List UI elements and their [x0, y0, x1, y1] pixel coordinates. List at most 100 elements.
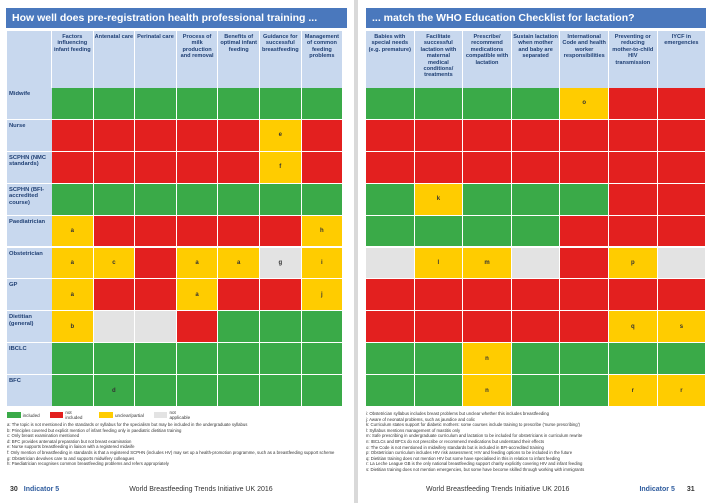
status-cell	[218, 183, 260, 216]
cell-note: a	[70, 228, 74, 235]
status-cell: c	[93, 247, 136, 280]
legend-swatch	[49, 412, 64, 418]
footnote: r: La Leche League GB is the only nation…	[366, 461, 583, 467]
status-cell	[657, 343, 707, 376]
status-cell	[657, 279, 707, 312]
status-cell: f	[260, 151, 302, 184]
status-cell	[560, 119, 609, 152]
status-cell: a	[218, 247, 260, 280]
cell-note: d	[112, 387, 116, 394]
row-label: Midwife	[7, 88, 52, 120]
cell-note: q	[630, 323, 635, 330]
status-cell	[560, 375, 609, 407]
status-cell	[609, 119, 658, 152]
status-cell	[260, 343, 302, 376]
status-cell	[657, 151, 707, 184]
status-cell	[657, 215, 707, 248]
status-cell: s	[657, 311, 707, 344]
legend: included not included unclear/partial not a…	[7, 410, 207, 420]
status-cell	[135, 88, 177, 120]
status-cell	[260, 183, 302, 216]
publication: World Breastfeeding Trends Initiative UK…	[129, 485, 273, 493]
status-cell	[463, 183, 512, 216]
status-cell: j	[301, 279, 344, 312]
status-cell	[260, 375, 302, 407]
status-cell: o	[560, 88, 609, 120]
status-cell	[301, 343, 344, 376]
section: Indicator 5	[639, 485, 675, 493]
status-cell: g	[260, 247, 302, 280]
status-cell	[414, 343, 464, 376]
status-cell	[301, 151, 344, 184]
cell-note: a	[195, 291, 199, 298]
footnote: j: Aware of neonatal problems, such as j…	[366, 416, 476, 422]
legend-label: included	[22, 412, 40, 418]
status-cell	[176, 343, 219, 376]
left-page: How well does pre-registration health pr…	[0, 0, 354, 503]
status-cell	[218, 375, 260, 407]
cell-note: c	[112, 259, 116, 266]
status-cell	[463, 311, 512, 344]
status-cell	[52, 88, 94, 120]
status-cell	[52, 183, 94, 216]
status-cell	[414, 119, 464, 152]
status-cell	[52, 343, 94, 376]
status-cell: n	[463, 375, 512, 407]
column-header: Antenatal care	[93, 31, 136, 88]
legend-label: unclear/partial	[114, 412, 144, 418]
status-cell	[366, 88, 415, 120]
status-cell	[93, 183, 136, 216]
status-cell: i	[301, 247, 344, 280]
status-cell: a	[52, 215, 94, 248]
status-cell	[560, 343, 609, 376]
status-cell	[218, 151, 260, 184]
column-header: Facilitate successful lactation with mat…	[414, 31, 464, 88]
status-cell	[511, 119, 561, 152]
status-cell	[135, 151, 177, 184]
status-cell	[176, 311, 219, 344]
status-cell	[366, 343, 415, 376]
cell-note: o	[582, 100, 587, 107]
status-cell	[511, 88, 561, 120]
status-cell	[463, 88, 512, 120]
status-cell	[176, 88, 219, 120]
status-cell	[301, 119, 344, 152]
footnote: c: Only breast examination mentioned	[7, 433, 80, 439]
status-cell	[52, 375, 94, 407]
status-cell	[260, 311, 302, 344]
column-header: Factors influencing infant feeding	[52, 31, 94, 88]
footer: World Breastfeeding Trends Initiative UK…	[366, 484, 704, 494]
status-cell: m	[463, 247, 512, 280]
status-cell	[366, 183, 415, 216]
status-cell	[93, 88, 136, 120]
status-cell	[135, 119, 177, 152]
column-header: International Code and health worker res…	[560, 31, 609, 88]
column-header: Guidance for successful breastfeeding	[260, 31, 302, 88]
legend-swatch	[99, 412, 113, 418]
row-label: GP	[7, 279, 52, 312]
footer: 30 Indicator 5 World Breastfeeding Trends …	[10, 484, 348, 494]
status-cell	[609, 88, 658, 120]
header-corner	[7, 31, 52, 88]
status-cell	[135, 215, 177, 248]
status-cell	[414, 151, 464, 184]
page-number: 30	[10, 485, 18, 493]
status-cell: a	[176, 247, 219, 280]
footnote: q: Dietitian training does not mention H…	[366, 455, 560, 461]
status-cell	[657, 183, 707, 216]
status-cell	[176, 119, 219, 152]
footnote: h: Paediatrician recognises common breas…	[7, 461, 169, 467]
footnote: g: Obstetrician devolves care to and sup…	[7, 455, 135, 461]
cell-note: e	[278, 132, 282, 139]
status-cell	[176, 151, 219, 184]
row-label: Dietitian (general)	[7, 311, 52, 344]
footnote: o: The Code is not mentioned in midwifer…	[366, 444, 544, 450]
status-cell	[260, 88, 302, 120]
status-cell: p	[609, 247, 658, 280]
status-cell	[511, 151, 561, 184]
row-label: SCPHN (NMC standards)	[7, 151, 52, 184]
status-cell	[609, 151, 658, 184]
status-cell	[366, 375, 415, 407]
status-cell	[657, 247, 707, 280]
status-cell	[463, 279, 512, 312]
